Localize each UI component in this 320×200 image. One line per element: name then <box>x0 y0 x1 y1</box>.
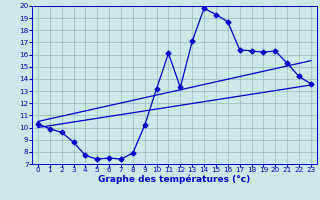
X-axis label: Graphe des températures (°c): Graphe des températures (°c) <box>98 175 251 184</box>
